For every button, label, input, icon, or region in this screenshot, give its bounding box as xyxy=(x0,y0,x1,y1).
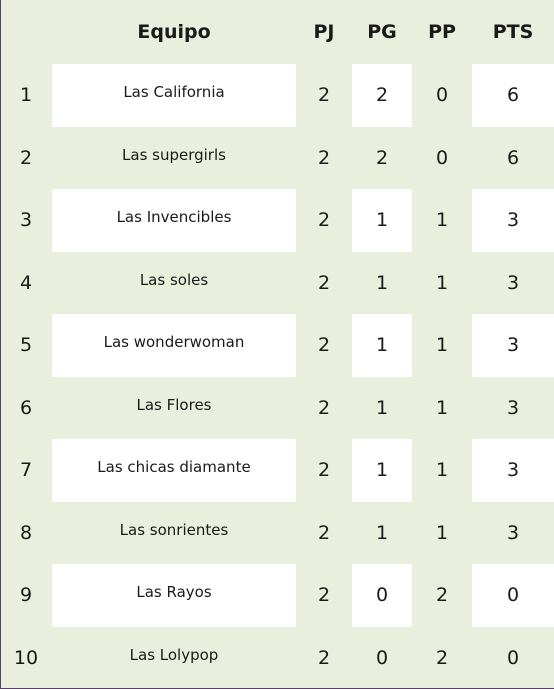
header-pj: PJ xyxy=(313,21,335,43)
rank-cell: 7 xyxy=(19,459,33,482)
team-cell: Las Lolypop xyxy=(52,627,296,689)
team-name: Las Flores xyxy=(136,395,212,414)
team-name: Las Invencibles xyxy=(116,208,232,227)
team-name: Las chicas diamante xyxy=(97,458,251,477)
header-pp: PP xyxy=(428,21,456,43)
pj-cell: 2 xyxy=(317,84,331,107)
pg-cell: 1 xyxy=(375,521,389,544)
table-row: 10 Las Lolypop 2 0 2 0 xyxy=(0,627,554,689)
team-cell: Las Flores xyxy=(52,377,296,440)
pj-cell: 2 xyxy=(317,521,331,544)
header-pg: PG xyxy=(367,21,397,43)
team-cell: Las wonderwoman xyxy=(52,314,296,377)
table-row: 3 Las Invencibles 2 1 1 3 xyxy=(0,189,554,252)
team-name: Las soles xyxy=(139,270,209,289)
pp-cell: 1 xyxy=(435,521,449,544)
team-cell: Las chicas diamante xyxy=(52,439,296,502)
rank-cell: 1 xyxy=(19,84,33,107)
rank-cell: 8 xyxy=(19,521,33,544)
pg-cell: 1 xyxy=(375,271,389,294)
pp-cell: 1 xyxy=(435,396,449,419)
rank-cell: 3 xyxy=(19,209,33,232)
team-cell: Las soles xyxy=(52,252,296,315)
rank-cell: 9 xyxy=(19,584,33,607)
pg-cell: 1 xyxy=(352,314,412,377)
table-row: 5 Las wonderwoman 2 1 1 3 xyxy=(0,314,554,377)
team-cell: Las supergirls xyxy=(52,127,296,190)
table-row: 7 Las chicas diamante 2 1 1 3 xyxy=(0,439,554,502)
pg-cell: 2 xyxy=(352,64,412,127)
rank-cell: 4 xyxy=(19,271,33,294)
pg-cell: 2 xyxy=(375,146,389,169)
pg-cell: 1 xyxy=(352,439,412,502)
team-name: Las California xyxy=(123,83,225,102)
pg-cell: 1 xyxy=(375,396,389,419)
pts-cell: 3 xyxy=(506,521,520,544)
header-pts: PTS xyxy=(492,21,534,43)
pts-cell: 0 xyxy=(472,564,554,627)
pts-cell: 3 xyxy=(472,189,554,252)
table-row: 1 Las California 2 2 0 6 xyxy=(0,64,554,127)
table-row: 9 Las Rayos 2 0 2 0 xyxy=(0,564,554,627)
pj-cell: 2 xyxy=(317,584,331,607)
pg-cell: 0 xyxy=(352,564,412,627)
pp-cell: 2 xyxy=(435,646,449,669)
pts-cell: 6 xyxy=(472,64,554,127)
pts-cell: 6 xyxy=(506,146,520,169)
table-row: 4 Las soles 2 1 1 3 xyxy=(0,252,554,315)
team-cell: Las Rayos xyxy=(52,564,296,627)
rank-cell: 2 xyxy=(19,146,33,169)
header-row: Equipo PJ PG PP PTS xyxy=(0,0,554,64)
pg-cell: 1 xyxy=(352,189,412,252)
team-name: Las Lolypop xyxy=(129,645,219,664)
team-name: Las supergirls xyxy=(122,145,226,164)
pj-cell: 2 xyxy=(317,396,331,419)
pj-cell: 2 xyxy=(317,146,331,169)
pj-cell: 2 xyxy=(317,459,331,482)
table-row: 2 Las supergirls 2 2 0 6 xyxy=(0,127,554,190)
pts-cell: 3 xyxy=(506,271,520,294)
pp-cell: 0 xyxy=(435,84,449,107)
pj-cell: 2 xyxy=(317,209,331,232)
pp-cell: 0 xyxy=(435,146,449,169)
pg-cell: 0 xyxy=(375,646,389,669)
rank-cell: 10 xyxy=(13,646,39,669)
pts-cell: 3 xyxy=(472,314,554,377)
rank-cell: 5 xyxy=(19,334,33,357)
team-name: Las wonderwoman xyxy=(103,333,245,352)
pj-cell: 2 xyxy=(317,334,331,357)
pp-cell: 1 xyxy=(435,459,449,482)
header-team: Equipo xyxy=(137,21,211,43)
team-name: Las Rayos xyxy=(136,583,212,602)
pj-cell: 2 xyxy=(317,271,331,294)
pj-cell: 2 xyxy=(317,646,331,669)
pts-cell: 3 xyxy=(472,439,554,502)
header-rank xyxy=(0,0,52,64)
pts-cell: 3 xyxy=(506,396,520,419)
rank-cell: 6 xyxy=(19,396,33,419)
pp-cell: 1 xyxy=(435,209,449,232)
team-name: Las sonrientes xyxy=(119,520,229,539)
table-row: 6 Las Flores 2 1 1 3 xyxy=(0,377,554,440)
pp-cell: 1 xyxy=(435,271,449,294)
pp-cell: 2 xyxy=(435,584,449,607)
pp-cell: 1 xyxy=(435,334,449,357)
team-cell: Las California xyxy=(52,64,296,127)
team-cell: Las sonrientes xyxy=(52,502,296,565)
pts-cell: 0 xyxy=(506,646,520,669)
team-cell: Las Invencibles xyxy=(52,189,296,252)
table-row: 8 Las sonrientes 2 1 1 3 xyxy=(0,502,554,565)
